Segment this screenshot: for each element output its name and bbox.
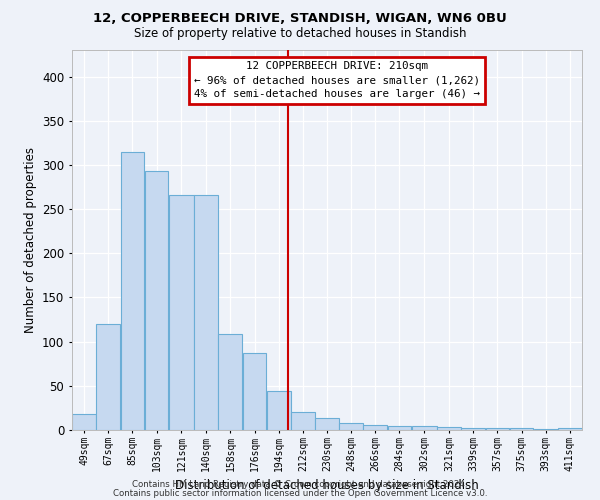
Bar — [339, 423, 363, 430]
Text: 12 COPPERBEECH DRIVE: 210sqm
← 96% of detached houses are smaller (1,262)
4% of : 12 COPPERBEECH DRIVE: 210sqm ← 96% of de… — [194, 62, 480, 100]
Bar — [364, 424, 387, 430]
Bar — [388, 426, 412, 430]
Bar — [242, 353, 266, 430]
Text: Contains public sector information licensed under the Open Government Licence v3: Contains public sector information licen… — [113, 488, 487, 498]
Bar — [485, 428, 509, 430]
Bar — [121, 152, 144, 430]
Bar — [412, 426, 437, 430]
Y-axis label: Number of detached properties: Number of detached properties — [23, 147, 37, 333]
Bar — [315, 418, 339, 430]
X-axis label: Distribution of detached houses by size in Standish: Distribution of detached houses by size … — [175, 479, 479, 492]
Bar — [97, 324, 120, 430]
Bar — [534, 429, 557, 430]
Bar — [218, 334, 242, 430]
Bar — [145, 171, 169, 430]
Bar — [291, 412, 315, 430]
Bar — [72, 414, 96, 430]
Bar — [510, 428, 533, 430]
Bar — [437, 428, 461, 430]
Bar — [169, 195, 194, 430]
Bar — [461, 428, 485, 430]
Text: 12, COPPERBEECH DRIVE, STANDISH, WIGAN, WN6 0BU: 12, COPPERBEECH DRIVE, STANDISH, WIGAN, … — [93, 12, 507, 26]
Bar — [267, 391, 290, 430]
Text: Contains HM Land Registry data © Crown copyright and database right 2024.: Contains HM Land Registry data © Crown c… — [132, 480, 468, 489]
Bar — [558, 428, 582, 430]
Bar — [194, 195, 218, 430]
Text: Size of property relative to detached houses in Standish: Size of property relative to detached ho… — [134, 28, 466, 40]
